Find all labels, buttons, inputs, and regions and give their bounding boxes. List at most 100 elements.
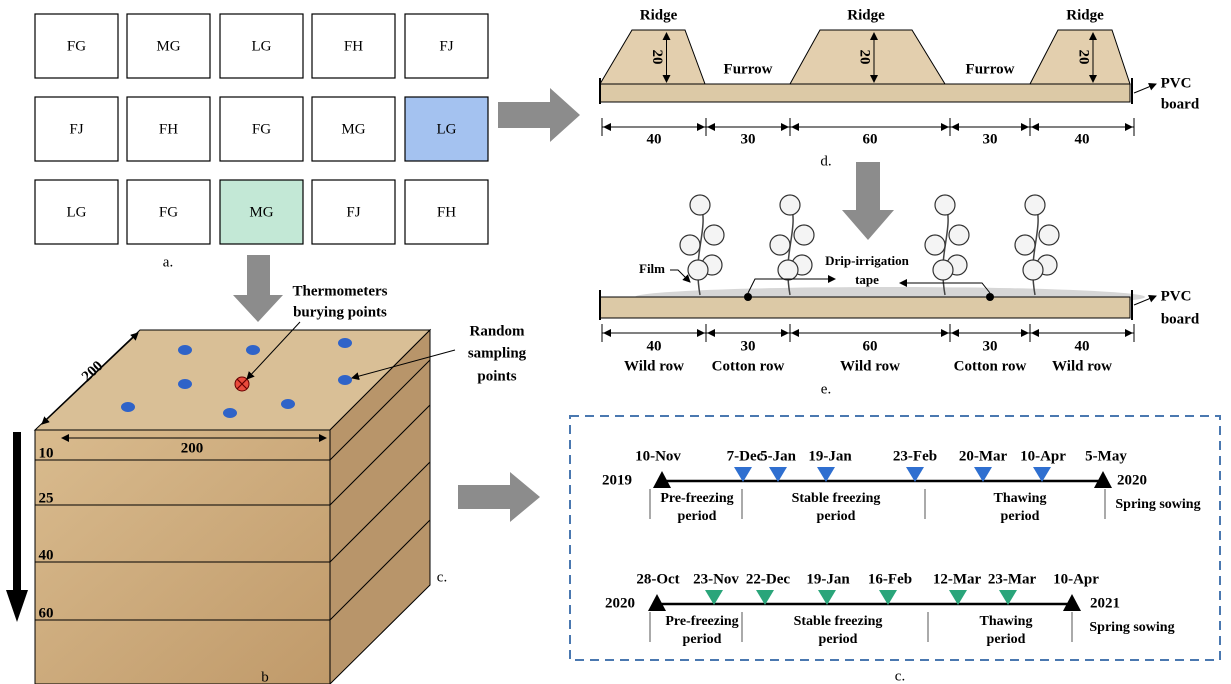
- cell-label: MG: [249, 204, 273, 220]
- pvc-label: board: [1161, 311, 1200, 327]
- year-label: 2020: [605, 595, 635, 611]
- width-label: 30: [741, 131, 756, 147]
- row-label: Wild row: [840, 358, 900, 374]
- sampling-point: [223, 408, 237, 418]
- row-label: Wild row: [624, 358, 684, 374]
- pvc-board: [600, 297, 1130, 318]
- cotton-boll: [949, 225, 969, 245]
- pvc-label: board: [1161, 96, 1200, 112]
- date-label: 23-Mar: [988, 571, 1037, 587]
- period-label: Thawing: [980, 614, 1033, 629]
- ridge-label: Ridge: [1066, 7, 1104, 23]
- date-label: 20-Mar: [959, 448, 1008, 464]
- row-label: Wild row: [1052, 358, 1112, 374]
- date-label: 23-Nov: [693, 571, 739, 587]
- cotton-boll: [778, 260, 798, 280]
- period-label: Stable freezing: [792, 491, 881, 506]
- cotton-boll: [770, 235, 790, 255]
- date-label: 12-Mar: [933, 571, 982, 587]
- annotation: burying points: [293, 304, 387, 320]
- end-label: Spring sowing: [1115, 497, 1200, 512]
- date-label: 5-May: [1085, 448, 1127, 464]
- cotton-boll: [794, 225, 814, 245]
- period-label: Stable freezing: [794, 614, 883, 629]
- period-label: period: [817, 509, 856, 524]
- date-label: 19-Jan: [806, 571, 850, 587]
- row-label: Cotton row: [712, 358, 785, 374]
- cotton-boll: [1039, 225, 1059, 245]
- endpoint-marker: [653, 471, 671, 488]
- period-label: period: [987, 632, 1026, 647]
- cotton-boll: [1015, 235, 1035, 255]
- sampling-point: [178, 379, 192, 389]
- cell-label: FJ: [69, 121, 83, 137]
- sampling-point: [178, 345, 192, 355]
- film-pointer: [670, 270, 690, 282]
- cell-label: FH: [344, 38, 363, 54]
- annotation: Thermometers: [293, 283, 388, 299]
- date-label: 22-Dec: [746, 571, 790, 587]
- width-label: 30: [983, 338, 998, 354]
- period-label: period: [683, 632, 722, 647]
- year-label: 2019: [602, 472, 632, 488]
- height-label: 20: [857, 50, 873, 65]
- endpoint-marker: [1094, 471, 1112, 488]
- cell-label: LG: [252, 38, 272, 54]
- emitter: [744, 293, 752, 301]
- sampling-point: [338, 375, 352, 385]
- pvc-label: PVC: [1161, 288, 1192, 304]
- film-label: Film: [639, 261, 665, 276]
- year-label: 2021: [1090, 595, 1120, 611]
- period-label: period: [678, 509, 717, 524]
- figure: FGMGLGFHFJFJFHFGMGLGLGFGMGFJFHa.Ridge20R…: [0, 0, 1231, 684]
- pvc-label: PVC: [1161, 75, 1192, 91]
- cotton-boll: [925, 235, 945, 255]
- cell-label: FH: [437, 204, 456, 220]
- sampling-point: [338, 338, 352, 348]
- width-label: 40: [647, 338, 662, 354]
- period-label: Pre-freezing: [660, 491, 733, 506]
- cell-label: LG: [67, 204, 87, 220]
- sampling-point: [246, 345, 260, 355]
- dimension-label: 200: [181, 440, 204, 456]
- emitter: [986, 293, 994, 301]
- cotton-boll: [780, 195, 800, 215]
- cotton-boll: [704, 225, 724, 245]
- endpoint-marker: [1063, 594, 1081, 611]
- end-label: Spring sowing: [1089, 620, 1174, 635]
- annotation: Random: [469, 323, 525, 339]
- furrow-label: Furrow: [966, 61, 1015, 77]
- cotton-boll: [1025, 195, 1045, 215]
- cell-label: LG: [437, 121, 457, 137]
- width-label: 60: [863, 131, 878, 147]
- period-label: period: [819, 632, 858, 647]
- period-label: Pre-freezing: [665, 614, 738, 629]
- period-label: Thawing: [994, 491, 1047, 506]
- cotton-boll: [690, 195, 710, 215]
- cell-label: MG: [341, 121, 365, 137]
- depth-label: 25: [39, 490, 54, 506]
- annotation: points: [477, 368, 516, 384]
- date-label: 16-Feb: [868, 571, 912, 587]
- year-label: 2020: [1117, 472, 1147, 488]
- endpoint-marker: [648, 594, 666, 611]
- date-label: 28-Oct: [636, 571, 679, 587]
- pointer: [1134, 84, 1156, 93]
- date-label: 10-Apr: [1053, 571, 1099, 587]
- cell-label: FG: [252, 121, 271, 137]
- cell-label: FH: [159, 121, 178, 137]
- width-label: 40: [1075, 338, 1090, 354]
- tape-label: tape: [855, 272, 879, 287]
- depth-arrow: [6, 432, 28, 622]
- date-label: 5-Jan: [760, 448, 796, 464]
- sampling-point: [281, 399, 295, 409]
- cell-label: MG: [156, 38, 180, 54]
- row-label: Cotton row: [954, 358, 1027, 374]
- height-label: 20: [649, 50, 665, 65]
- width-label: 60: [863, 338, 878, 354]
- sampling-point: [121, 402, 135, 412]
- cotton-boll: [935, 195, 955, 215]
- ridge-label: Ridge: [847, 7, 885, 23]
- caption: c.: [895, 668, 905, 684]
- width-label: 30: [741, 338, 756, 354]
